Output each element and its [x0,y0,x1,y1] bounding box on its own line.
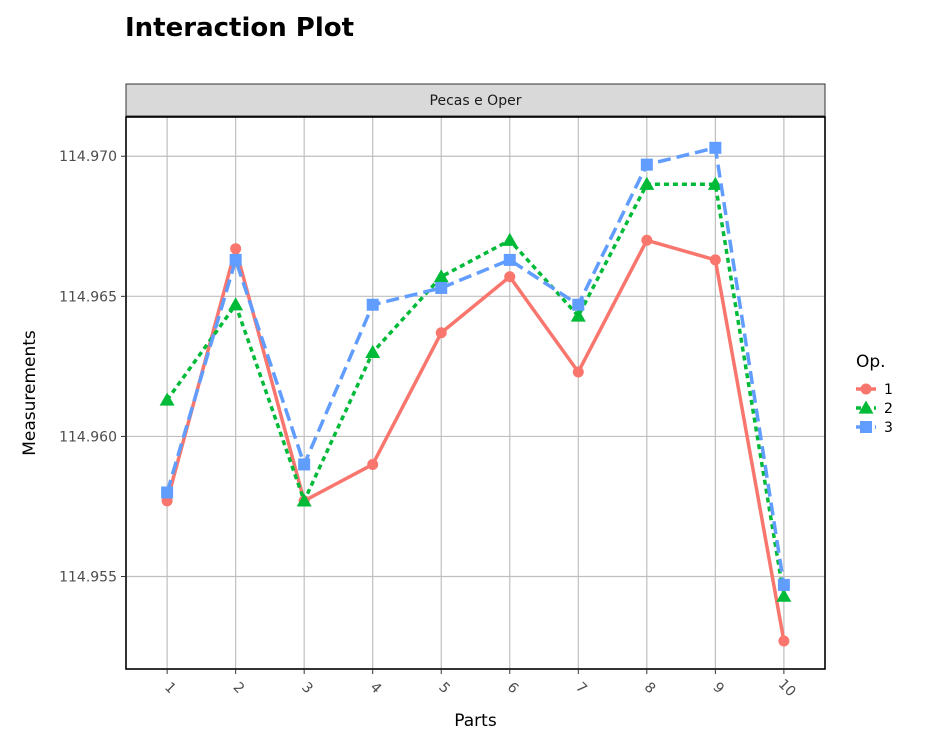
data-point [707,176,723,190]
y-tick-label: 114.955 [59,570,117,586]
series-3 [161,141,790,591]
legend-label: 2 [884,401,893,417]
data-point [228,297,244,311]
legend-label: 1 [884,382,893,398]
x-axis-title: Parts [454,711,497,731]
data-point [778,635,790,647]
legend-item: 1 [856,382,893,398]
x-tick-label: 2 [230,679,248,697]
x-tick-label: 6 [504,679,522,697]
data-point [503,253,516,266]
facet-strip-label: Pecas e Oper [430,93,522,109]
gridlines [126,117,825,669]
data-point [296,493,312,507]
series-layer [159,141,792,647]
series-line [165,146,786,586]
y-tick-label: 114.960 [59,429,117,445]
series-line [165,238,786,642]
legend-item: 3 [856,420,893,436]
legend-label: 3 [884,420,893,436]
data-point [366,298,379,311]
plot-border [125,116,826,670]
data-point [709,141,722,154]
series-2 [159,176,792,602]
x-tick-label: 1 [161,679,179,697]
legend-key-marker [858,400,874,414]
y-axis: 114.955 114.960 114.965 114.970 [59,149,126,586]
data-point [365,344,381,358]
y-axis-title: Measurements [20,330,40,456]
legend: Op. 1 2 3 [856,352,893,436]
y-tick-label: 114.965 [59,289,117,305]
x-tick-label: 5 [435,679,453,697]
data-point [229,253,242,266]
x-tick-label: 7 [572,679,590,697]
x-tick-label: 3 [298,679,316,697]
data-point [161,486,174,499]
series-line [165,182,786,597]
data-point [504,271,516,283]
data-point [502,232,518,246]
data-point [776,588,792,602]
data-point [230,243,242,255]
data-point [433,269,449,283]
x-tick-label: 9 [709,679,727,697]
data-point [572,298,585,311]
data-point [367,458,379,470]
data-point [570,308,586,322]
x-axis: 1 2 3 4 5 6 7 8 9 10 [161,669,799,700]
data-point [709,254,721,266]
x-tick-label: 8 [641,679,659,697]
data-point [159,392,175,406]
data-point [640,158,653,171]
x-tick-label: 10 [775,676,799,700]
legend-key-marker [860,421,872,433]
data-point [639,176,655,190]
legend-title: Op. [856,352,886,372]
data-point [435,281,448,294]
data-point [777,578,790,591]
chart-title: Interaction Plot [125,13,354,43]
data-point [298,458,311,471]
legend-key-marker [860,383,872,395]
y-tick-label: 114.970 [59,149,117,165]
facet-strip [125,83,826,117]
legend-item: 2 [856,400,893,417]
data-point [435,327,447,339]
x-tick-label: 4 [367,679,385,697]
data-point [572,366,584,378]
data-point [641,234,653,246]
